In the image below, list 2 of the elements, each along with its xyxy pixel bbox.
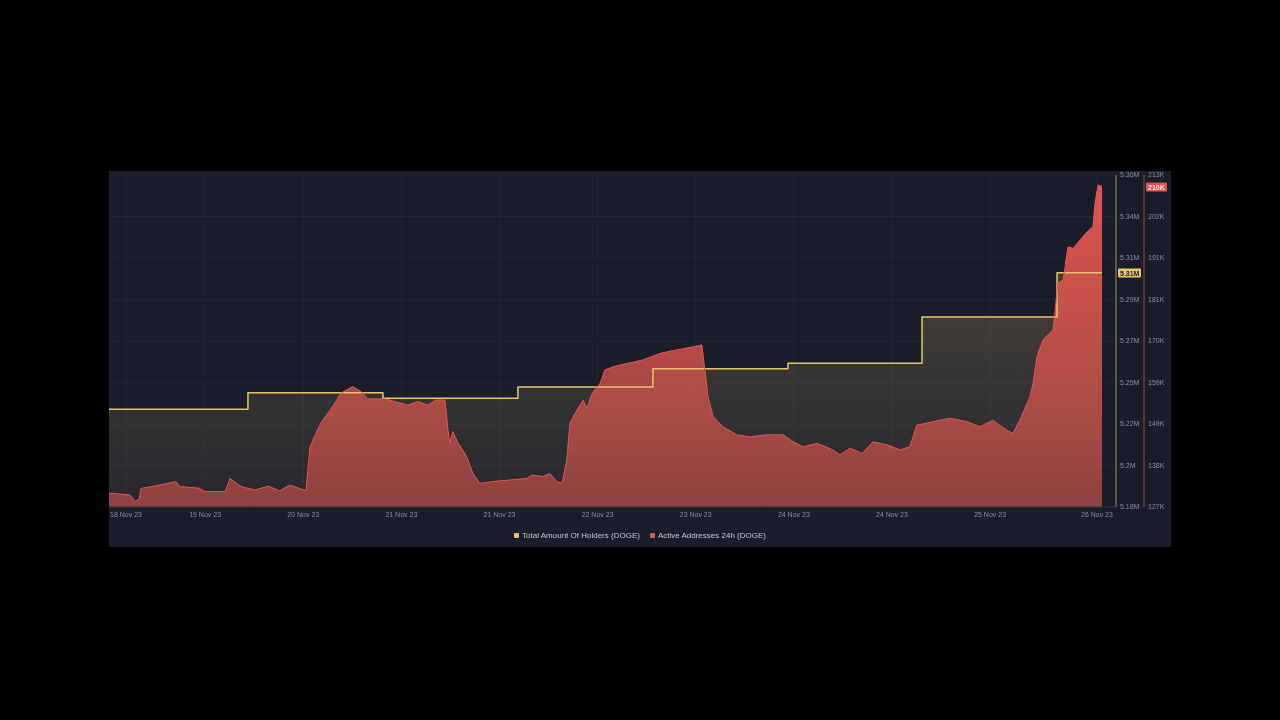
legend-label: Total Amount Of Holders (DOGE): [522, 531, 640, 540]
legend-label: Active Addresses 24h (DOGE): [657, 531, 766, 540]
